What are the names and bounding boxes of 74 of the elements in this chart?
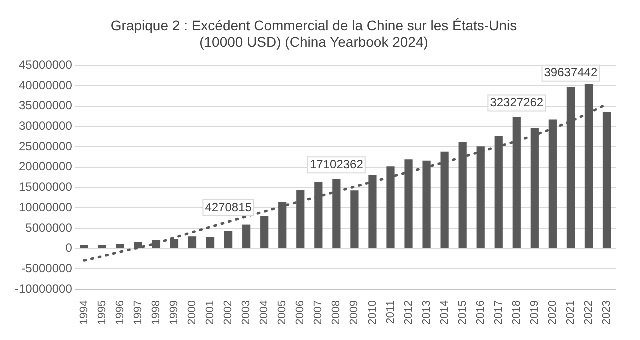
data-label: 17102362 [310, 157, 364, 172]
x-tick-label: 2020 [546, 300, 559, 326]
bar [458, 142, 467, 248]
bar [494, 136, 503, 248]
y-tick-label: 45000000 [18, 58, 73, 72]
bar [80, 246, 88, 248]
y-tick-label: 35000000 [18, 98, 73, 113]
bar [278, 202, 287, 248]
bar [404, 160, 413, 248]
bar [98, 245, 106, 248]
data-label: 32327262 [490, 96, 544, 110]
x-tick-label: 2021 [564, 300, 577, 326]
bar [602, 112, 612, 248]
bar [170, 239, 179, 248]
bar [350, 190, 359, 248]
x-tick-label: 2000 [186, 300, 199, 326]
bar [512, 117, 521, 248]
data-label: 39637442 [544, 66, 598, 80]
text: (10000 USD) (China Yearbook 2024) [200, 34, 428, 50]
y-tick-label: -5000000 [22, 261, 73, 276]
bar [368, 175, 377, 248]
x-tick-label: 2006 [294, 300, 307, 326]
bar [476, 146, 485, 248]
x-tick-label: 2007 [312, 300, 325, 326]
x-tick-label: 2019 [528, 300, 541, 326]
x-tick-label: 2017 [492, 300, 505, 326]
bar [260, 216, 269, 248]
bar [332, 179, 341, 248]
x-tick-label: 2013 [420, 300, 433, 326]
text: Grapique 2 : Excédent Commercial de la Chine sur les États-Unis [110, 17, 518, 34]
bar [314, 182, 323, 248]
x-tick-label: 1997 [132, 300, 144, 326]
bar [242, 224, 251, 248]
x-tick-label: 1994 [78, 300, 90, 326]
x-tick-label: 2011 [384, 300, 397, 324]
y-tick-label: 10000000 [18, 200, 73, 214]
bar [116, 244, 124, 248]
y-tick-label: 5000000 [26, 220, 73, 235]
y-tick-label: 25000000 [18, 139, 73, 154]
y-tick-label: 40000000 [18, 78, 73, 92]
bar [206, 237, 215, 248]
y-tick-label: 20000000 [18, 160, 73, 174]
data-label: 4270815 [205, 200, 252, 214]
bar [296, 190, 305, 248]
x-tick-label: 2009 [348, 300, 361, 326]
x-tick-label: 2023 [601, 300, 614, 326]
y-tick-label: 15000000 [18, 180, 73, 194]
x-tick-label: 2003 [240, 300, 253, 326]
x-tick-label: 2022 [583, 300, 595, 326]
bar [188, 236, 197, 248]
x-tick-label: 2015 [456, 300, 469, 326]
x-tick-label: 2012 [402, 300, 415, 326]
y-tick-label: -10000000 [14, 282, 73, 296]
x-tick-label: 1998 [150, 300, 163, 326]
bar [530, 128, 539, 248]
x-tick-label: 2016 [474, 300, 487, 326]
bar [224, 231, 233, 248]
x-tick-label: 2014 [438, 300, 451, 326]
x-tick-label: 1995 [96, 300, 108, 326]
x-tick-label: 2005 [276, 300, 289, 326]
bar [386, 166, 395, 248]
x-tick-label: 2008 [330, 300, 343, 326]
x-tick-label: 1996 [114, 300, 126, 326]
bar [422, 160, 431, 248]
x-tick-label: 2010 [366, 300, 379, 326]
x-tick-label: 2001 [204, 300, 217, 326]
x-tick-label: 2004 [258, 300, 271, 326]
bar [548, 120, 557, 248]
x-tick-label: 2018 [510, 300, 523, 326]
bar [440, 152, 449, 248]
x-tick-label: 2002 [222, 300, 235, 326]
y-tick-label: 30000000 [18, 118, 73, 133]
x-tick-label: 1999 [168, 300, 181, 326]
y-tick-label: 0 [66, 241, 73, 256]
